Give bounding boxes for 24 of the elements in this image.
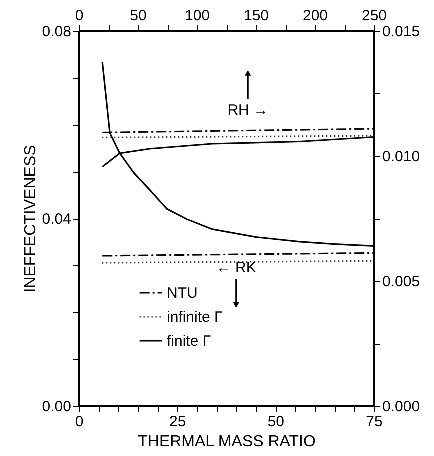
x-tick-label: 25 bbox=[169, 414, 186, 430]
x2-tick-label: 50 bbox=[130, 8, 147, 24]
annotation: ← RK bbox=[216, 260, 256, 277]
y-tick-label: 0.00 bbox=[42, 398, 72, 416]
x2-tick-label: 100 bbox=[184, 8, 210, 24]
legend-label: infinite Γ bbox=[167, 309, 223, 326]
y2-tick-label: 0.010 bbox=[382, 148, 420, 166]
legend-label: NTU bbox=[167, 285, 198, 302]
y2-tick-label: 0.000 bbox=[382, 398, 420, 416]
x2-tick-label: 250 bbox=[362, 8, 388, 24]
x-tick-label: 75 bbox=[366, 414, 383, 430]
x-axis-title: THERMAL MASS RATIO bbox=[138, 434, 316, 450]
x-tick-label: 0 bbox=[75, 414, 84, 430]
x-tick-label: 50 bbox=[268, 414, 285, 430]
y2-tick-label: 0.005 bbox=[382, 274, 420, 290]
x2-tick-label: 150 bbox=[244, 8, 270, 24]
y-axis-title: INEFFECTIVENESS bbox=[22, 145, 40, 293]
annotation: RH → bbox=[228, 102, 269, 119]
y2-tick-label: 0.015 bbox=[382, 24, 420, 40]
y-tick-label: 0.04 bbox=[42, 211, 72, 228]
y-tick-label: 0.08 bbox=[42, 24, 72, 40]
legend-label: finite Γ bbox=[167, 333, 212, 350]
x2-tick-label: 200 bbox=[302, 8, 328, 24]
x2-tick-label: 0 bbox=[75, 8, 84, 24]
